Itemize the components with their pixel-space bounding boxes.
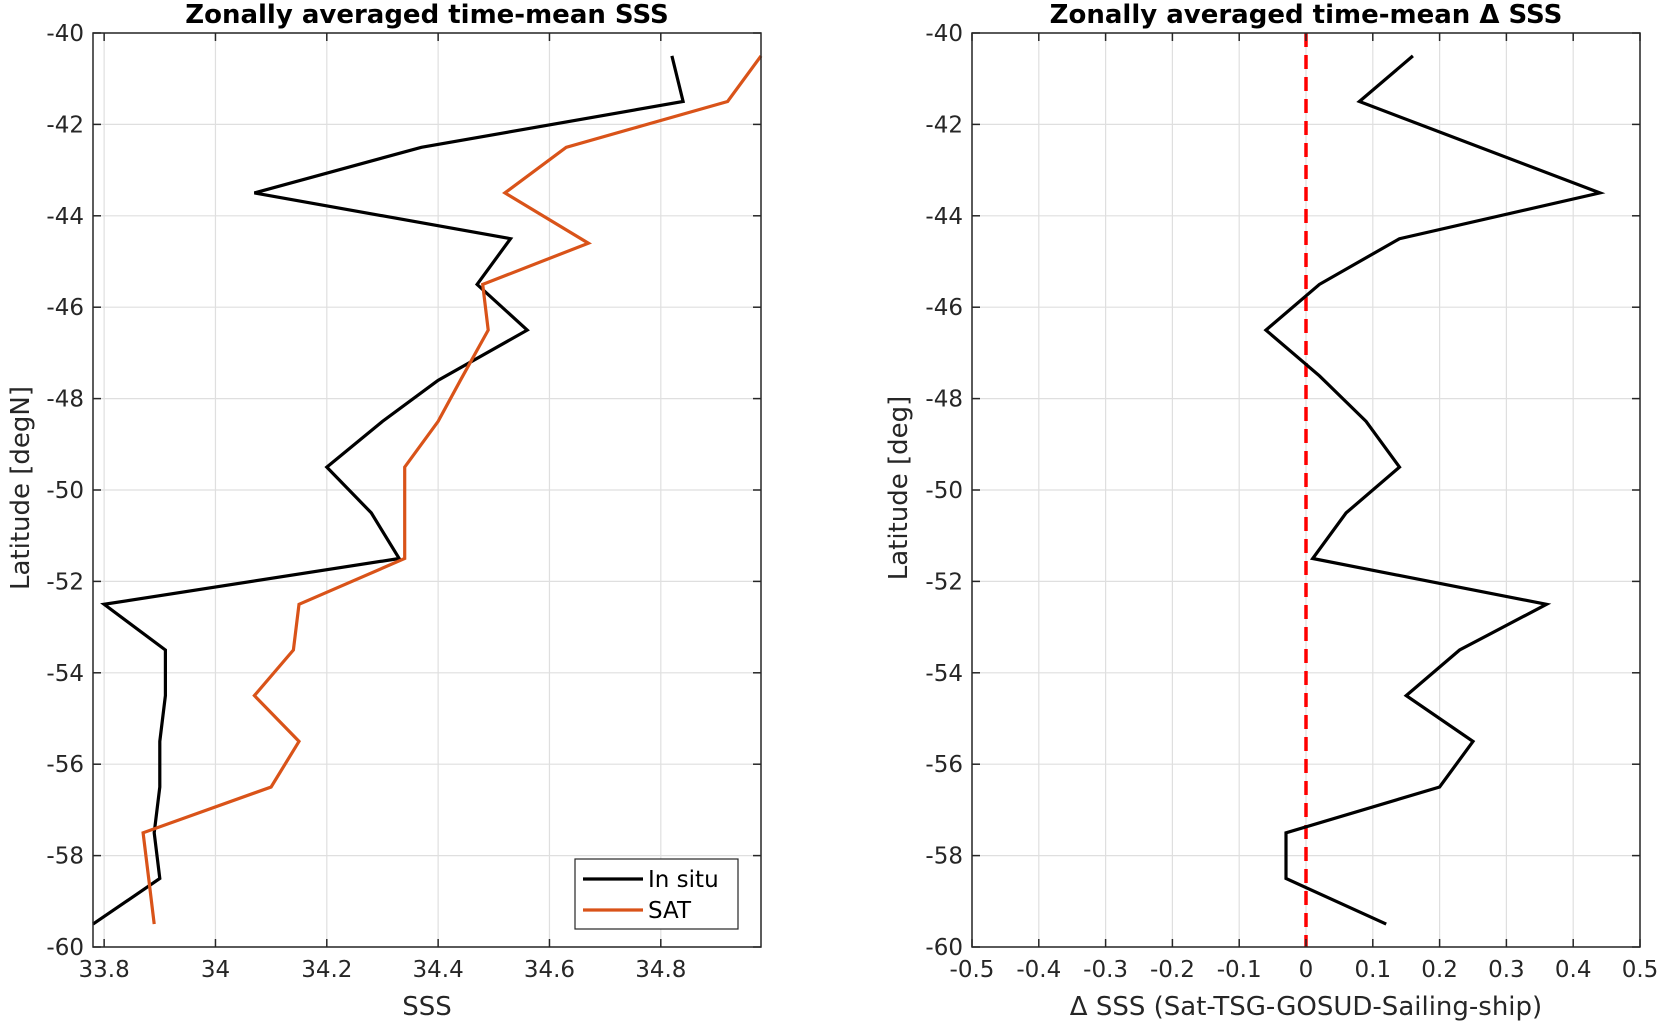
- y-tick-label: -56: [925, 752, 963, 778]
- x-tick-label: 34.6: [524, 957, 575, 983]
- legend-entry: In situ: [648, 867, 719, 893]
- x-tick-label: 0.3: [1488, 957, 1525, 983]
- x-tick-label: 0.4: [1555, 957, 1592, 983]
- y-tick-label: -50: [46, 478, 84, 504]
- y-tick-label: -54: [46, 661, 84, 687]
- chart-title: Zonally averaged time-mean SSS: [185, 0, 669, 30]
- legend-entry: SAT: [648, 898, 692, 924]
- y-tick-label: -48: [925, 387, 963, 413]
- y-tick-label: -46: [925, 295, 963, 321]
- y-tick-label: -40: [925, 21, 963, 47]
- y-tick-label: -52: [925, 569, 963, 595]
- y-tick-label: -40: [46, 21, 84, 47]
- y-tick-label: -60: [46, 935, 84, 961]
- chart-panel-1: 33.8 34 34.2 34.4 34.6 34.8 -60 -58 -56 -54 -52 -50…: [6, 0, 763, 1022]
- y-axis-label: Latitude [deg]: [884, 396, 914, 581]
- x-tick-label: 34: [201, 957, 230, 983]
- y-tick-label: -60: [925, 935, 963, 961]
- y-tick-label: -50: [925, 478, 963, 504]
- x-tick-label: 0: [1299, 957, 1314, 983]
- series-line-1: [1263, 54, 1606, 926]
- y-tick-label: -46: [46, 295, 84, 321]
- x-tick-label: -0.2: [1150, 957, 1195, 983]
- chart-panel-2: -0.5 -0.4 -0.3 -0.2 -0.1 0 0.1 0.2 0.3 0.4 0.5 -60 -…: [884, 0, 1658, 1022]
- chart-title: Zonally averaged time-mean Δ SSS: [1050, 0, 1563, 30]
- y-tick-label: -56: [46, 752, 84, 778]
- y-tick-label: -58: [46, 844, 84, 870]
- x-tick-label: 34.4: [413, 957, 464, 983]
- y-tick-label: -58: [925, 844, 963, 870]
- y-tick-label: -44: [46, 204, 84, 230]
- y-axis-label: Latitude [degN]: [6, 386, 36, 590]
- y-tick-label: -54: [925, 661, 963, 687]
- x-tick-label: 33.8: [79, 957, 130, 983]
- x-tick-label: -0.1: [1217, 957, 1262, 983]
- x-tick-label: 0.1: [1355, 957, 1392, 983]
- series-line-sat: [141, 54, 763, 925]
- legend: In situ SAT: [574, 858, 739, 930]
- x-tick-label: -0.4: [1016, 957, 1061, 983]
- x-tick-label: 34.2: [301, 957, 352, 983]
- series-line-in-situ: [92, 55, 686, 926]
- x-axis-label: SSS: [402, 992, 452, 1022]
- y-tick-label: -42: [925, 112, 963, 138]
- x-tick-label: 0.2: [1421, 957, 1458, 983]
- x-tick-label: 34.8: [635, 957, 686, 983]
- x-axis-label: Δ SSS (Sat-TSG-GOSUD-Sailing-ship): [1070, 992, 1542, 1022]
- y-tick-label: -44: [925, 204, 963, 230]
- y-tick-label: -42: [46, 112, 84, 138]
- x-tick-label: -0.5: [950, 957, 995, 983]
- legend-box: [574, 858, 739, 930]
- x-tick-label: -0.3: [1083, 957, 1128, 983]
- y-tick-label: -48: [46, 387, 84, 413]
- y-tick-label: -52: [46, 569, 84, 595]
- x-tick-label: 0.5: [1622, 957, 1659, 983]
